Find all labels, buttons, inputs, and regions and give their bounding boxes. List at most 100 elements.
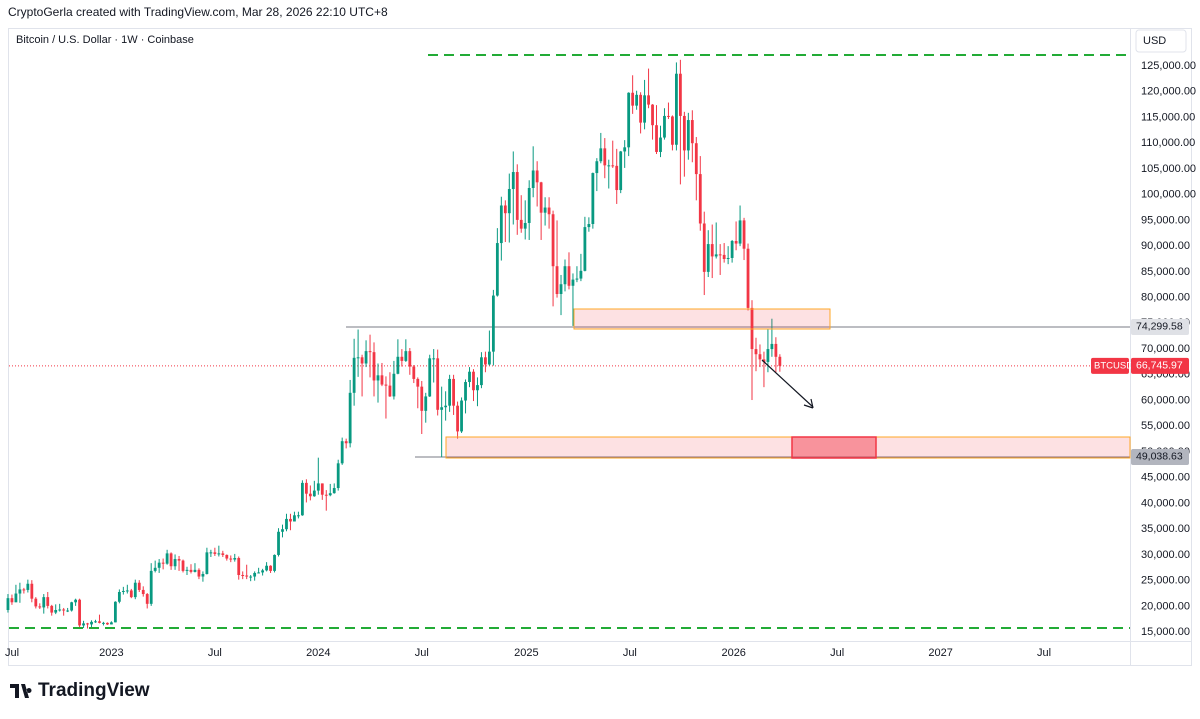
candle-body <box>324 494 328 496</box>
candle-body <box>643 95 646 123</box>
candle-body <box>368 351 372 353</box>
candle-body <box>523 222 527 229</box>
candle-body <box>102 622 105 624</box>
candle-body <box>599 148 603 162</box>
candle-body <box>189 569 193 572</box>
logo-mark <box>10 684 32 698</box>
candle-body <box>452 378 455 406</box>
candle-body <box>456 405 459 432</box>
candle-body <box>22 589 26 591</box>
candle-body <box>388 385 392 397</box>
candle-body <box>213 552 217 554</box>
candle-body <box>404 351 408 361</box>
candle-body <box>694 143 698 175</box>
y-tick-label: 105,000.00 <box>1141 163 1196 175</box>
candle-body <box>432 358 436 360</box>
candle-body <box>145 594 149 604</box>
candle-body <box>627 92 631 148</box>
candle-body <box>245 575 249 577</box>
candle-body <box>476 385 479 391</box>
candle-body <box>559 284 563 295</box>
candle-body <box>754 349 758 355</box>
price-label: 66,745.97 <box>1136 360 1183 372</box>
candle-body <box>631 92 635 106</box>
candle-body <box>10 598 14 603</box>
candle-body <box>328 493 332 496</box>
candle-body <box>332 488 336 494</box>
candle-body <box>758 354 762 360</box>
y-tick-label: 80,000.00 <box>1141 292 1190 304</box>
candle-body <box>320 483 324 495</box>
candle-body <box>503 205 507 214</box>
candle-body <box>444 405 448 408</box>
candle-body <box>225 554 229 559</box>
candle-body <box>698 174 702 224</box>
y-tick-label: 70,000.00 <box>1141 343 1190 355</box>
candle-body <box>42 597 46 608</box>
candle-body <box>519 219 523 229</box>
candle-body <box>635 94 639 106</box>
candle-body <box>742 220 746 249</box>
candle-body <box>400 356 404 361</box>
candle-body <box>718 254 722 256</box>
y-tick-label: 60,000.00 <box>1141 394 1190 406</box>
arrow <box>761 359 814 408</box>
candle-body <box>209 552 213 554</box>
candle-body <box>480 357 483 386</box>
candle-body <box>762 359 766 362</box>
y-tick-label: 120,000.00 <box>1141 86 1196 98</box>
candle-body <box>297 515 300 517</box>
x-tick-label: Jul <box>415 647 429 659</box>
level-label: 49,038.63 <box>1136 451 1183 463</box>
y-tick-label: 110,000.00 <box>1141 137 1195 149</box>
candle-body <box>113 601 117 623</box>
candle-body <box>285 518 288 530</box>
candle-body <box>78 599 81 626</box>
candle-body <box>372 352 376 381</box>
candle-body <box>678 73 682 116</box>
x-tick-label: 2023 <box>99 647 123 659</box>
candle-body <box>507 189 511 214</box>
candle-body <box>535 170 539 183</box>
candle-body <box>316 483 320 491</box>
candle-body <box>659 137 662 152</box>
candle-body <box>106 622 109 625</box>
zone <box>573 308 831 330</box>
candle-body <box>185 569 189 571</box>
candle-body <box>615 165 619 191</box>
candle-body <box>726 257 730 260</box>
candle-body <box>165 553 169 564</box>
candle-body <box>205 552 209 574</box>
y-tick-label: 25,000.00 <box>1141 575 1190 587</box>
candle-body <box>706 244 710 272</box>
candle-body <box>308 493 312 497</box>
candle-body <box>607 165 611 167</box>
candle-body <box>551 214 555 267</box>
candle-body <box>730 240 734 258</box>
candle-body <box>46 597 50 606</box>
candle-body <box>66 610 70 612</box>
candle-body <box>157 562 161 568</box>
candle-body <box>249 576 253 578</box>
candle-body <box>360 357 364 364</box>
y-tick-label: 95,000.00 <box>1141 214 1190 226</box>
candle-body <box>619 151 623 191</box>
candle-body <box>300 482 304 516</box>
candle-body <box>384 384 388 386</box>
currency-box[interactable] <box>1135 29 1187 53</box>
candle-body <box>484 357 487 365</box>
candle-body <box>304 482 308 494</box>
candle-body <box>125 590 129 592</box>
candle-body <box>173 559 177 567</box>
candle-body <box>241 575 245 577</box>
candle-body <box>177 559 181 561</box>
candle-body <box>269 565 272 571</box>
candle-body <box>14 593 18 603</box>
candle-body <box>273 554 276 571</box>
candle-body <box>746 248 750 308</box>
candle-body <box>495 243 499 296</box>
x-tick-label: Jul <box>830 647 844 659</box>
candle-body <box>734 240 738 244</box>
candle-body <box>90 621 93 625</box>
